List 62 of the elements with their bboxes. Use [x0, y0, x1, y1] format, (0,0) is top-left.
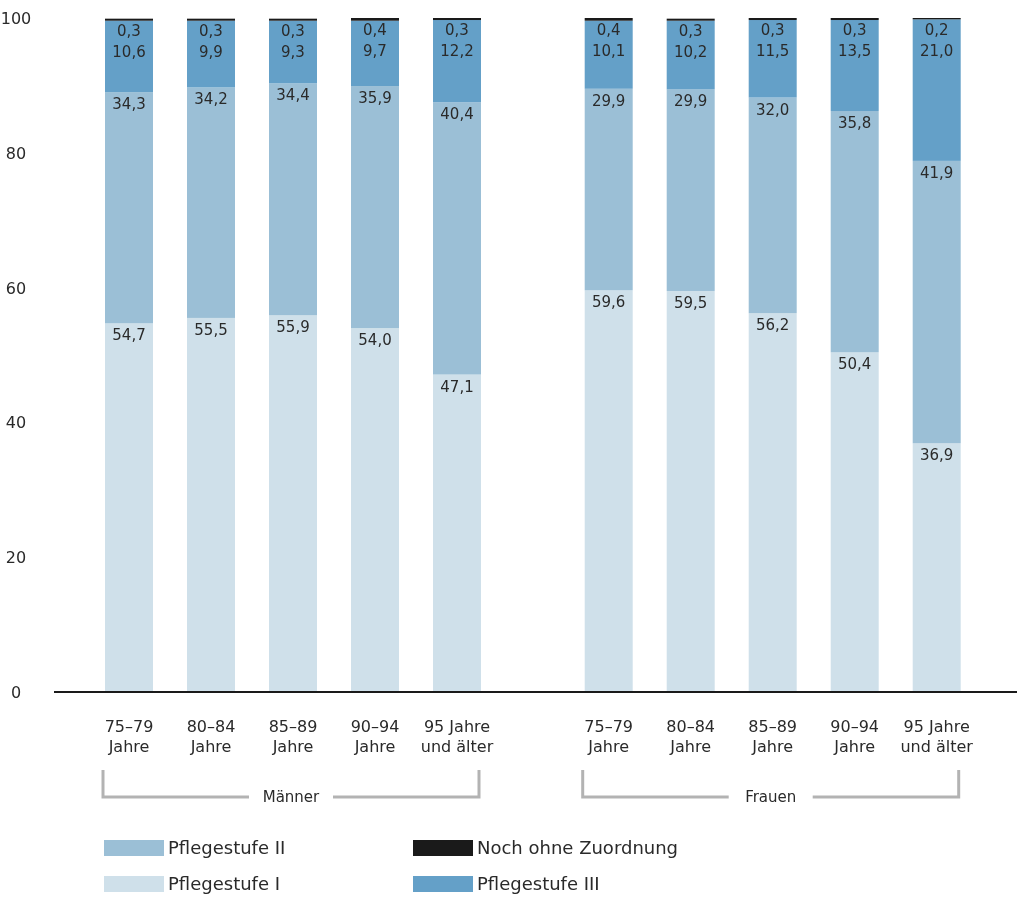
- data-label: 32,0: [756, 100, 790, 119]
- data-label: 56,2: [756, 316, 790, 335]
- data-label: 47,1: [440, 377, 474, 396]
- data-label: 0,3: [842, 21, 867, 39]
- x-tick-label: 75–79 Jahre: [104, 717, 154, 756]
- data-label: 34,2: [194, 90, 228, 109]
- data-label: 59,5: [674, 293, 708, 312]
- data-label: 12,2: [440, 42, 474, 60]
- legend-label: Noch ohne Zuordnung: [477, 837, 679, 858]
- legend-label: Pflegestufe III: [477, 873, 600, 894]
- x-tick-label: 90–94 Jahre: [830, 717, 880, 756]
- data-label: 59,6: [592, 293, 626, 312]
- x-tick-label: 75–79 Jahre: [584, 717, 634, 756]
- data-label: 36,9: [920, 446, 954, 465]
- x-tick-label: 90–94 Jahre: [350, 717, 400, 756]
- data-label: 10,1: [592, 42, 626, 60]
- data-label: 41,9: [920, 163, 954, 182]
- data-label: 54,0: [358, 331, 392, 350]
- data-label: 29,9: [674, 92, 708, 111]
- legend-label: Pflegestufe II: [168, 837, 286, 858]
- text: Frauen: [745, 788, 797, 806]
- x-tick-label: 80–84 Jahre: [186, 717, 236, 756]
- y-tick-label: 80: [5, 143, 27, 163]
- x-tick-label: 95 Jahre und älter: [420, 717, 494, 756]
- data-label: 54,7: [112, 326, 146, 345]
- y-tick-label: 60: [5, 278, 27, 298]
- y-tick-label: 100: [0, 9, 32, 28]
- data-label: 0,3: [678, 21, 703, 40]
- data-label: 29,9: [592, 91, 626, 110]
- data-label: 21,0: [920, 42, 954, 60]
- data-label: 55,5: [194, 320, 228, 339]
- data-label: 50,4: [838, 355, 872, 374]
- data-label: 0,2: [924, 21, 949, 39]
- data-label: 9,3: [281, 42, 305, 61]
- data-label: 0,3: [760, 21, 785, 39]
- data-label: 0,3: [445, 21, 469, 39]
- data-label: 0,4: [596, 21, 621, 39]
- data-label: 9,7: [363, 42, 387, 60]
- x-tick-label: 95 Jahre und älter: [900, 717, 974, 756]
- data-label: 40,4: [440, 105, 474, 124]
- text: Männer: [262, 788, 321, 806]
- data-label: 13,5: [838, 42, 872, 60]
- x-tick-label: 80–84 Jahre: [666, 717, 716, 756]
- data-label: 10,6: [112, 42, 146, 61]
- data-label: 34,4: [276, 86, 310, 105]
- data-label: 34,3: [112, 95, 146, 114]
- x-tick-label: 85–89 Jahre: [748, 717, 798, 756]
- data-label: 10,2: [674, 42, 708, 61]
- data-label: 0,3: [199, 21, 223, 40]
- y-tick-label: 20: [5, 548, 27, 568]
- data-label: 35,9: [358, 89, 392, 108]
- x-tick-label: 85–89 Jahre: [268, 717, 318, 756]
- data-label: 35,8: [838, 114, 872, 133]
- data-label: 11,5: [756, 42, 790, 60]
- data-label: 0,3: [281, 21, 305, 40]
- data-label: 0,4: [363, 21, 387, 39]
- y-tick-label: 0: [10, 683, 22, 702]
- y-tick-label: 40: [5, 413, 27, 433]
- legend-label: Pflegestufe I: [168, 873, 281, 894]
- data-label: 9,9: [199, 42, 223, 61]
- data-label: 0,3: [117, 21, 141, 40]
- data-label: 55,9: [276, 318, 310, 337]
